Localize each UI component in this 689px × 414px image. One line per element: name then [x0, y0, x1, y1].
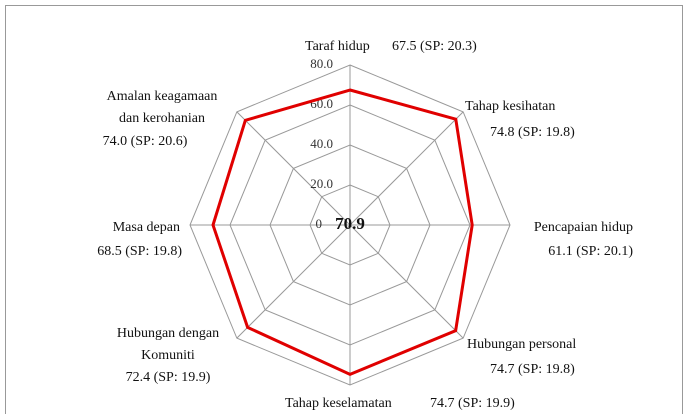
axis-label: Pencapaian hidup: [534, 220, 633, 235]
r-tick-label: 40.0: [310, 136, 333, 151]
value-label: 74.7 (SP: 19.8): [490, 362, 575, 377]
grid-ring: [309, 184, 391, 266]
value-label: 61.1 (SP: 20.1): [548, 244, 633, 259]
axis-label: Hubungan personal: [467, 337, 576, 352]
value-label: 68.5 (SP: 19.8): [97, 244, 182, 259]
axis-label: Tahap keselamatan: [285, 396, 392, 411]
axis-label: Amalan keagamaan: [107, 89, 218, 104]
axis-label: Tahap kesihatan: [465, 99, 555, 114]
grid-ring: [189, 64, 511, 386]
axis-label: Hubungan dengan: [117, 326, 219, 341]
value-label: 74.0 (SP: 20.6): [103, 134, 188, 149]
value-label: 72.4 (SP: 19.9): [126, 370, 211, 385]
data-line: [211, 88, 474, 377]
value-label: 67.5 (SP: 20.3): [392, 39, 477, 54]
grid-ring: [269, 144, 431, 306]
value-label: 74.8 (SP: 19.8): [490, 125, 575, 140]
frame: [5, 5, 683, 414]
axis-label: Taraf hidup: [305, 39, 370, 54]
axis-label: Masa depan: [113, 220, 180, 235]
r-tick-label: 80.0: [310, 56, 333, 71]
axis-label: dan kerohanian: [119, 111, 205, 126]
r-tick-label: 0: [316, 216, 323, 231]
center-value: 70.9: [335, 214, 365, 233]
value-label: 74.7 (SP: 19.9): [430, 396, 515, 411]
r-tick-label: 20.0: [310, 176, 333, 191]
grid-ring: [229, 104, 471, 346]
axis-label: Komuniti: [141, 348, 195, 363]
